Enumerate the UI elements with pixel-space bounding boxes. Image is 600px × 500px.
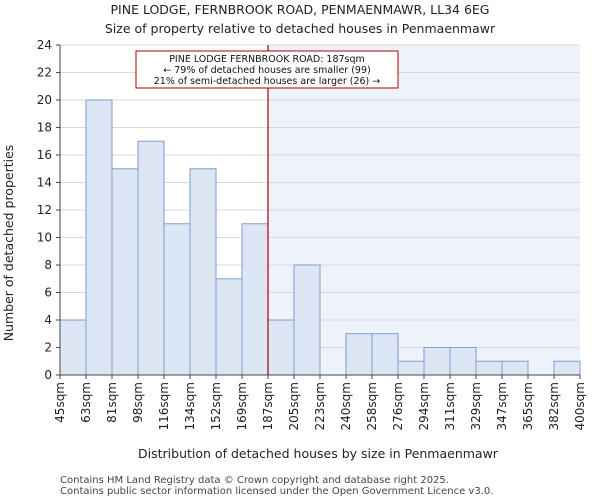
x-tick-label: 276sqm	[391, 382, 405, 430]
y-tick-label: 2	[44, 341, 52, 355]
x-tick-label: 329sqm	[469, 382, 483, 430]
x-tick-label: 400sqm	[573, 382, 587, 430]
bar	[111, 168, 139, 376]
footer-copyright: Contains HM Land Registry data © Crown c…	[60, 475, 449, 486]
bar	[241, 223, 269, 376]
x-tick-label: 223sqm	[313, 382, 327, 430]
chart-title: PINE LODGE, FERNBROOK ROAD, PENMAENMAWR,…	[111, 2, 490, 17]
y-tick-label: 24	[37, 38, 52, 52]
x-tick-label: 240sqm	[339, 382, 353, 430]
x-tick-label: 365sqm	[521, 382, 535, 430]
annotation-line: 21% of semi-detached houses are larger (…	[154, 76, 381, 87]
y-tick-label: 4	[44, 313, 52, 327]
bar	[475, 360, 503, 376]
y-tick-label: 0	[44, 368, 52, 382]
y-tick-label: 22	[37, 66, 52, 80]
bar	[215, 278, 243, 376]
x-tick-label: 311sqm	[443, 382, 457, 430]
bar	[371, 333, 399, 376]
annotation-line: ← 79% of detached houses are smaller (99…	[163, 65, 370, 76]
x-tick-label: 169sqm	[235, 382, 249, 430]
y-tick-label: 10	[37, 231, 52, 245]
y-tick-label: 6	[44, 286, 52, 300]
x-tick-label: 98sqm	[131, 382, 145, 423]
bar	[189, 168, 217, 376]
bar	[85, 99, 113, 376]
footer-licence: Contains public sector information licen…	[60, 486, 493, 497]
y-tick-label: 8	[44, 258, 52, 272]
x-tick-label: 205sqm	[287, 382, 301, 430]
bar	[397, 360, 425, 376]
bar	[163, 223, 191, 376]
y-axis-label: Number of detached properties	[1, 145, 16, 342]
y-tick-label: 12	[37, 203, 52, 217]
bar	[423, 347, 451, 376]
x-tick-label: 294sqm	[417, 382, 431, 430]
bar	[345, 333, 373, 376]
y-tick-label: 16	[37, 148, 52, 162]
bar	[59, 319, 87, 376]
bar	[553, 360, 581, 376]
chart-subtitle: Size of property relative to detached ho…	[105, 21, 496, 36]
y-tick-label: 18	[37, 121, 52, 135]
bar	[137, 140, 165, 376]
annotation-box	[135, 50, 399, 89]
x-tick-label: 81sqm	[105, 382, 119, 423]
x-tick-label: 134sqm	[183, 382, 197, 430]
x-axis-label: Distribution of detached houses by size …	[138, 446, 499, 461]
x-tick-label: 116sqm	[157, 382, 171, 430]
x-tick-label: 152sqm	[209, 382, 223, 430]
bar	[449, 347, 477, 376]
y-tick-label: 14	[37, 176, 52, 190]
bar	[501, 360, 529, 376]
bar	[293, 264, 321, 376]
annotation-line: PINE LODGE FERNBROOK ROAD: 187sqm	[169, 54, 365, 65]
x-tick-label: 258sqm	[365, 382, 379, 430]
x-tick-label: 382sqm	[547, 382, 561, 430]
x-tick-label: 45sqm	[53, 382, 67, 423]
x-tick-label: 187sqm	[261, 382, 275, 430]
bar	[267, 319, 295, 376]
y-tick-label: 20	[37, 93, 52, 107]
x-tick-label: 347sqm	[495, 382, 509, 430]
x-tick-label: 63sqm	[79, 382, 93, 423]
